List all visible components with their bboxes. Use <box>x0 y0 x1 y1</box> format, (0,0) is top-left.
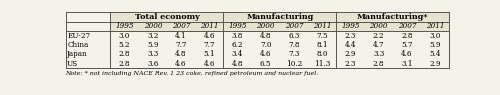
Text: 5.1: 5.1 <box>204 50 215 58</box>
Bar <box>336 12 449 22</box>
Text: 6.5: 6.5 <box>260 60 272 68</box>
Text: 4.6: 4.6 <box>260 50 272 58</box>
Text: 3.0: 3.0 <box>430 32 441 40</box>
Text: 3.3: 3.3 <box>147 50 158 58</box>
Bar <box>110 12 224 22</box>
Text: 3.2: 3.2 <box>147 32 158 40</box>
Text: Manufacturing*: Manufacturing* <box>357 13 428 21</box>
Text: 2.3: 2.3 <box>344 60 356 68</box>
Text: 5.7: 5.7 <box>401 41 412 49</box>
Text: Total economy: Total economy <box>134 13 200 21</box>
Text: 7.3: 7.3 <box>288 50 300 58</box>
Text: 5.4: 5.4 <box>430 50 441 58</box>
Text: EU-27: EU-27 <box>67 32 90 40</box>
Text: 2.2: 2.2 <box>373 32 384 40</box>
Text: Japan: Japan <box>67 50 88 58</box>
Text: 7.7: 7.7 <box>204 41 215 49</box>
Text: 4.1: 4.1 <box>175 32 187 40</box>
Bar <box>110 22 449 31</box>
Text: 2011: 2011 <box>313 22 332 30</box>
Text: 2.8: 2.8 <box>401 32 412 40</box>
Text: 4.6: 4.6 <box>176 60 187 68</box>
Text: 4.6: 4.6 <box>204 32 215 40</box>
Text: 2.8: 2.8 <box>373 60 384 68</box>
Text: 4.8: 4.8 <box>176 50 187 58</box>
Text: 2007: 2007 <box>172 22 191 30</box>
Text: 5.9: 5.9 <box>147 41 158 49</box>
Text: 2011: 2011 <box>426 22 444 30</box>
Bar <box>66 40 449 50</box>
Text: 3.8: 3.8 <box>232 32 243 40</box>
Text: 1995: 1995 <box>228 22 246 30</box>
Text: 3.1: 3.1 <box>401 60 412 68</box>
Text: 7.8: 7.8 <box>288 41 300 49</box>
Text: 1995: 1995 <box>341 22 359 30</box>
Text: 5.2: 5.2 <box>119 41 130 49</box>
Text: 3.0: 3.0 <box>119 32 130 40</box>
Bar <box>66 59 449 68</box>
Text: 2.9: 2.9 <box>344 50 356 58</box>
Text: 10.2: 10.2 <box>286 60 302 68</box>
Text: 11.3: 11.3 <box>314 60 330 68</box>
Text: 5.9: 5.9 <box>430 41 441 49</box>
Text: 2000: 2000 <box>370 22 388 30</box>
Text: 4.4: 4.4 <box>344 41 356 49</box>
Text: 7.7: 7.7 <box>176 41 187 49</box>
Text: 3.6: 3.6 <box>147 60 158 68</box>
Text: 6.3: 6.3 <box>288 32 300 40</box>
Bar <box>66 50 449 59</box>
Text: 2.3: 2.3 <box>344 32 356 40</box>
Text: 8.0: 8.0 <box>316 50 328 58</box>
Text: 7.0: 7.0 <box>260 41 272 49</box>
Text: 4.7: 4.7 <box>373 41 384 49</box>
Text: China: China <box>67 41 88 49</box>
Text: 2.8: 2.8 <box>119 50 130 58</box>
Text: 2.8: 2.8 <box>119 60 130 68</box>
Text: 2011: 2011 <box>200 22 218 30</box>
Text: 3.3: 3.3 <box>373 50 384 58</box>
Text: 4.6: 4.6 <box>204 60 215 68</box>
Text: 2000: 2000 <box>144 22 162 30</box>
Text: 8.1: 8.1 <box>316 41 328 49</box>
Text: 2000: 2000 <box>256 22 275 30</box>
Text: 2007: 2007 <box>284 22 303 30</box>
Bar <box>66 31 449 40</box>
Text: 4.8: 4.8 <box>260 32 272 40</box>
Text: Note: * not including NACE Rev. 1 23 coke, refined petroleum and nuclear fuel.: Note: * not including NACE Rev. 1 23 cok… <box>66 71 319 76</box>
Text: 4.6: 4.6 <box>401 50 412 58</box>
Text: 7.5: 7.5 <box>316 32 328 40</box>
Text: 6.2: 6.2 <box>232 41 243 49</box>
Text: US: US <box>67 60 78 68</box>
Text: 2007: 2007 <box>398 22 416 30</box>
Text: 1995: 1995 <box>116 22 134 30</box>
Bar <box>224 12 336 22</box>
Text: Manufacturing: Manufacturing <box>246 13 314 21</box>
Text: 2.9: 2.9 <box>430 60 441 68</box>
Text: 3.4: 3.4 <box>232 50 243 58</box>
Text: 4.8: 4.8 <box>232 60 243 68</box>
